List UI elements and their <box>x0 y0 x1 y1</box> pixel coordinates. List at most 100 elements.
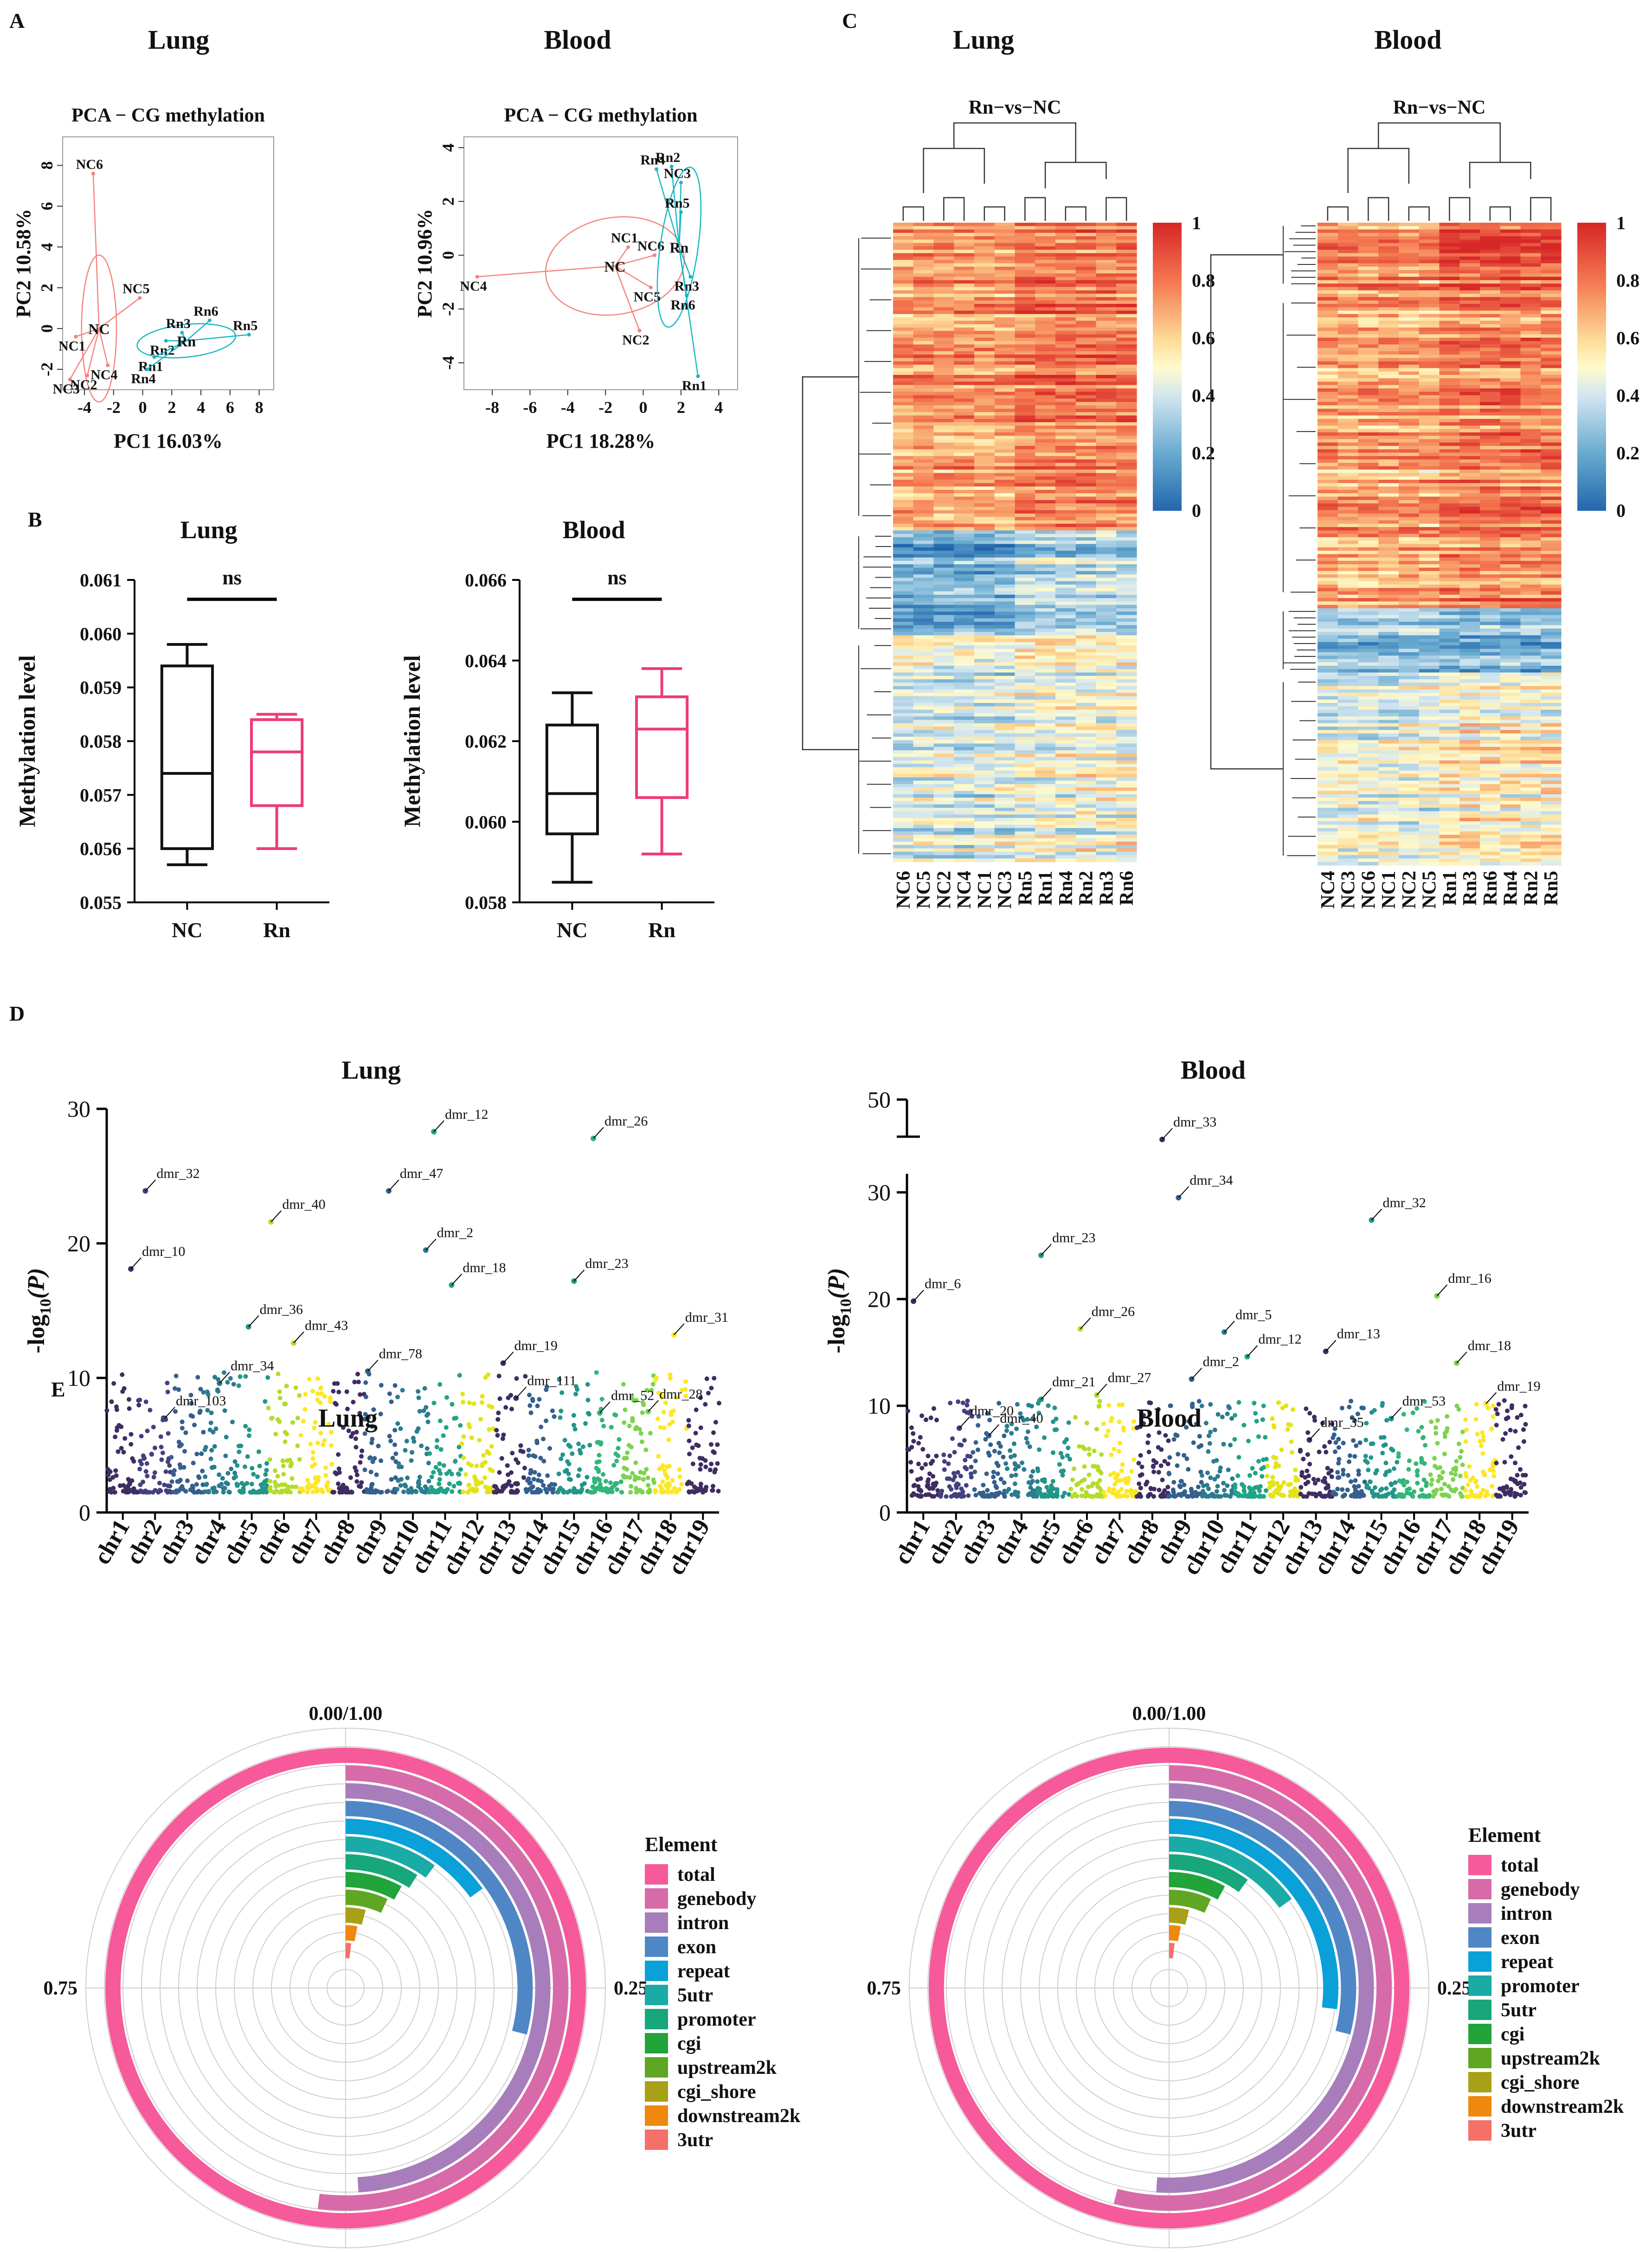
heatmap-cell <box>1480 794 1501 798</box>
heatmap-cell <box>1055 605 1076 609</box>
heatmap-cell <box>1439 804 1460 808</box>
heatmap-cell <box>933 459 954 463</box>
heatmap-cell <box>1055 402 1076 406</box>
heatmap-cell <box>1459 638 1480 643</box>
heatmap-cell <box>1399 470 1420 474</box>
heatmap-cell <box>1035 303 1056 308</box>
heatmap-cell <box>1378 429 1399 433</box>
heatmap-cell <box>893 327 914 331</box>
heatmap-cell <box>1035 273 1056 277</box>
heatmap-cell <box>974 470 995 474</box>
heatmap-cell <box>1318 571 1338 575</box>
heatmap-cell <box>1480 780 1501 785</box>
heatmap-cell <box>1116 733 1137 737</box>
heatmap-cell <box>1116 486 1137 490</box>
heatmap-cell <box>1035 780 1056 785</box>
heatmap-cell <box>1480 402 1501 406</box>
heatmap-cell <box>1480 750 1501 754</box>
heatmap-cell <box>1480 787 1501 791</box>
heatmap-cell <box>1459 578 1480 582</box>
heatmap-cell <box>1459 740 1480 744</box>
heatmap-cell <box>1015 253 1035 257</box>
heatmap-cell <box>933 243 954 247</box>
heatmap-cell <box>1541 463 1562 467</box>
heatmap-cell <box>1015 635 1035 639</box>
heatmap-cell <box>1318 662 1338 666</box>
heatmap-cell <box>913 709 934 714</box>
sample-label: NC4 <box>460 278 487 294</box>
heatmap-cell <box>1015 324 1035 328</box>
heatmap-cell <box>1500 740 1521 744</box>
heatmap-cell <box>1075 442 1097 446</box>
heatmap-cell <box>954 740 975 744</box>
heatmap-cell <box>933 679 954 683</box>
heatmap-cell <box>1035 331 1056 335</box>
heatmap-cell <box>1459 246 1480 250</box>
x-tick-label: 0 <box>139 398 147 417</box>
heatmap-cell <box>933 412 954 416</box>
heatmap-cell <box>1378 412 1399 416</box>
heatmap-cell <box>1419 399 1440 402</box>
heatmap-cell <box>1520 354 1541 359</box>
heatmap-cell <box>913 463 934 467</box>
heatmap-cell <box>954 321 975 325</box>
heatmap-cell <box>1318 757 1338 761</box>
heatmap-cell <box>893 757 914 761</box>
heatmap-cell <box>1075 544 1097 548</box>
heatmap-cell <box>1358 557 1379 561</box>
heatmap-cell <box>1096 743 1117 747</box>
heatmap-cell <box>994 229 1016 233</box>
heatmap-cell <box>974 229 995 233</box>
heatmap-cell <box>1419 848 1440 852</box>
heatmap-cell <box>1378 388 1399 392</box>
heatmap-cell <box>1116 371 1137 375</box>
heatmap-cell <box>1500 665 1521 669</box>
heatmap-cell <box>1520 601 1541 605</box>
heatmap-cell <box>1520 855 1541 859</box>
heatmap-cell <box>994 760 1016 764</box>
heatmap-cell <box>933 287 954 291</box>
heatmap-cell <box>933 456 954 460</box>
heatmap-cell <box>974 669 995 673</box>
heatmap-cell <box>1075 838 1097 842</box>
heatmap-cell <box>933 277 954 281</box>
heatmap-cell <box>994 740 1016 744</box>
colorbar-tick-label: 0.4 <box>1192 385 1215 406</box>
panel-title: Blood <box>562 516 625 544</box>
heatmap-cell <box>893 354 914 359</box>
heatmap-cell <box>1419 662 1440 666</box>
heatmap-cell <box>1480 341 1501 345</box>
heatmap-cell <box>1318 652 1338 656</box>
heatmap-cell <box>1055 331 1076 335</box>
heatmap-cell <box>893 611 914 616</box>
heatmap-cell <box>1459 270 1480 274</box>
heatmap-cell <box>1358 611 1379 616</box>
heatmap-cell <box>1116 801 1137 805</box>
heatmap-cell <box>1459 500 1480 504</box>
heatmap-cell <box>1500 811 1521 815</box>
heatmap-cell <box>1075 392 1097 396</box>
heatmap-cell <box>1541 808 1562 811</box>
heatmap-cell <box>1378 672 1399 676</box>
heatmap-cell <box>1419 341 1440 345</box>
heatmap-cell <box>893 405 914 409</box>
heatmap-cell <box>1075 300 1097 304</box>
heatmap-cell <box>1439 798 1460 802</box>
heatmap-cell <box>1378 432 1399 436</box>
heatmap-cell <box>974 696 995 700</box>
heatmap-cell <box>1116 567 1137 572</box>
heatmap-cell <box>1075 611 1097 616</box>
heatmap-cell <box>1480 310 1501 315</box>
heatmap-cell <box>1459 507 1480 511</box>
heatmap-cell <box>1480 327 1501 331</box>
heatmap-cell <box>1015 743 1035 747</box>
heatmap-cell <box>1358 737 1379 740</box>
heatmap-cell <box>994 368 1016 372</box>
heatmap-cell <box>1439 608 1460 612</box>
heatmap-cell <box>974 405 995 409</box>
heatmap-cell <box>1419 246 1440 250</box>
heatmap-cell <box>1399 297 1420 301</box>
heatmap-cell <box>1116 605 1137 609</box>
colorbar-segment <box>1153 490 1182 494</box>
heatmap-cell <box>1318 777 1338 781</box>
